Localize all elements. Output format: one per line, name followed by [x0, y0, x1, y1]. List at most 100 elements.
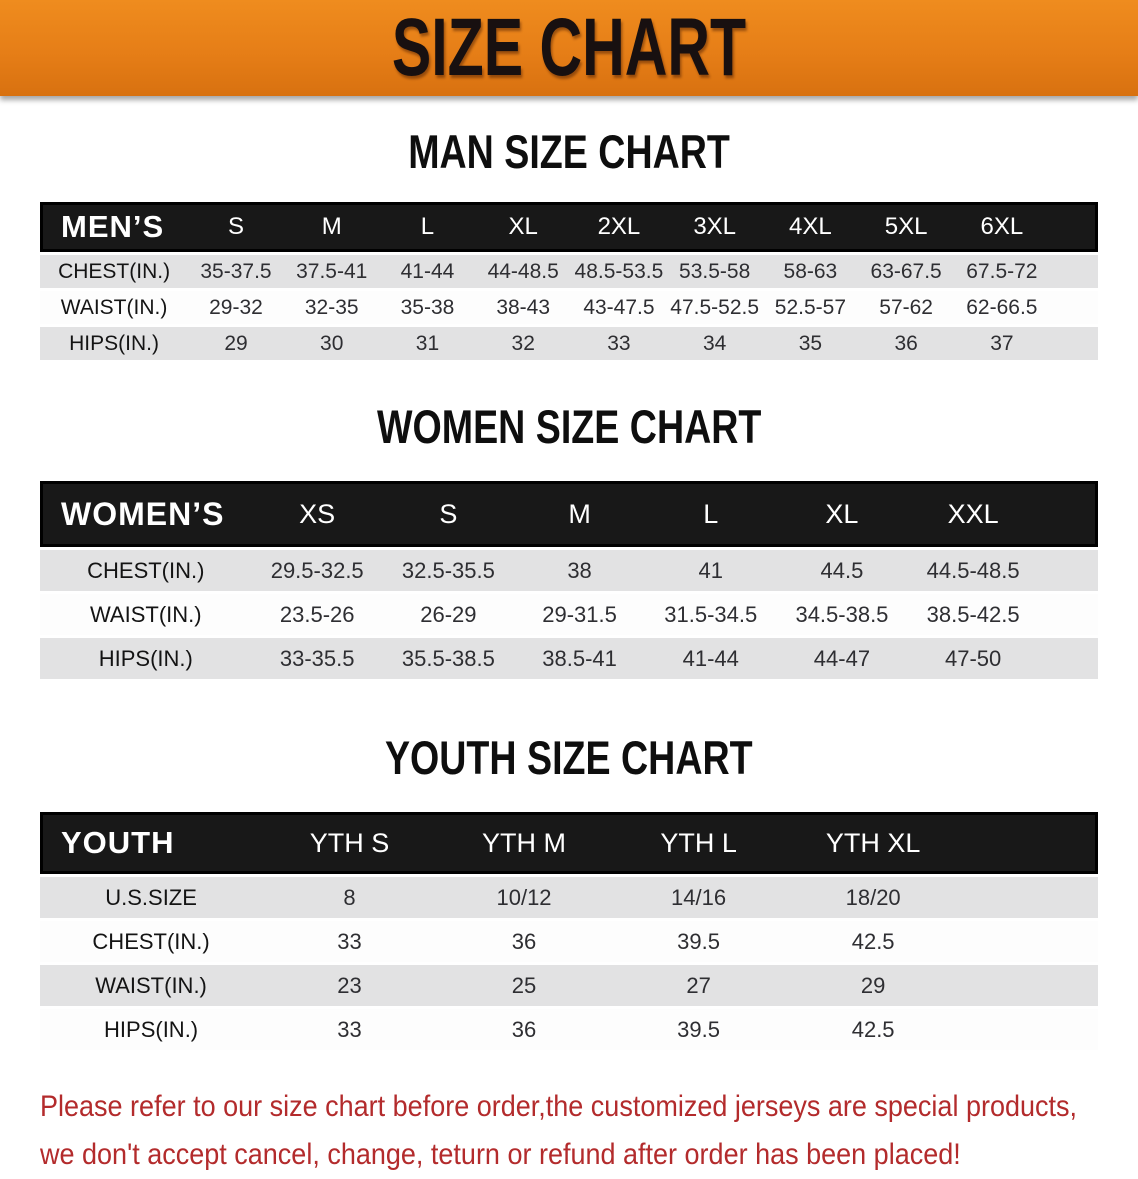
- table-cell: 52.5-57: [762, 291, 859, 324]
- section-women-s: WOMEN SIZE CHART WOMEN’S XS S M L XL XXL CHEST(I…: [0, 403, 1138, 682]
- table-cell: 38.5-42.5: [907, 594, 1039, 635]
- disclaimer-line-2: we don't accept cancel, change, teturn o…: [40, 1138, 961, 1171]
- section-youth: YOUTH SIZE CHART YOUTH YTH S YTH M YTH L YTH …: [0, 734, 1138, 1053]
- table-cell: 39.5: [611, 921, 786, 962]
- table-cell: 10/12: [436, 877, 612, 918]
- table-row-hips-in: HIPS(IN.) 29 30 31 32 33 34 35 36 37: [40, 327, 1098, 360]
- column-header-l: L: [645, 481, 777, 547]
- table-cell: 48.5-53.5: [571, 255, 667, 288]
- section-heading: WOMEN SIZE CHART: [0, 403, 1138, 450]
- page-title: SIZE CHART: [391, 2, 747, 93]
- table-cell: 63-67.5: [858, 255, 954, 288]
- section-heading-text: YOUTH SIZE CHART: [385, 731, 753, 784]
- column-header-xl: XL: [475, 202, 572, 252]
- row-label: CHEST(IN.): [40, 550, 252, 591]
- table-row-chest-in: CHEST(IN.) 35-37.5 37.5-41 41-44 44-48.5 48.5…: [40, 255, 1098, 288]
- table-row-chest-in: CHEST(IN.) 33 36 39.5 42.5: [40, 921, 1098, 962]
- table-cell: 34: [666, 327, 763, 360]
- table-row-waist-in: WAIST(IN.) 23 25 27 29: [40, 965, 1098, 1006]
- row-filler: [1049, 291, 1098, 324]
- table-cell: 36: [858, 327, 954, 360]
- disclaimer: Please refer to our size chart before or…: [40, 1083, 1138, 1179]
- table-cell: 33: [262, 1009, 437, 1050]
- table-cell: 58-63: [762, 255, 859, 288]
- table-cell: 23.5-26: [251, 594, 383, 635]
- table-cell: 41: [645, 550, 777, 591]
- table-cell: 39.5: [611, 1009, 786, 1050]
- table-corner-label: MEN’S: [40, 202, 189, 252]
- table-row-chest-in: CHEST(IN.) 29.5-32.5 32.5-35.5 38 41 44.5 44.5…: [40, 550, 1098, 591]
- table-cell: 29.5-32.5: [251, 550, 383, 591]
- table-cell: 32-35: [283, 291, 380, 324]
- column-header-2xl: 2XL: [571, 202, 667, 252]
- row-filler: [1038, 638, 1098, 679]
- table-cell: 38: [513, 550, 646, 591]
- row-label: CHEST(IN.): [40, 921, 263, 962]
- row-label: WAIST(IN.): [40, 291, 189, 324]
- header-filler: [960, 812, 1098, 874]
- column-header-l: L: [379, 202, 476, 252]
- table-corner-label: YOUTH: [40, 812, 263, 874]
- row-filler: [960, 877, 1098, 918]
- size-table-women-s: WOMEN’S XS S M L XL XXL CHEST(IN.) 29.5-32.5 32.5…: [40, 478, 1098, 682]
- table-row-waist-in: WAIST(IN.) 29-32 32-35 35-38 38-43 43-47.5 47.…: [40, 291, 1098, 324]
- table-cell: 43-47.5: [571, 291, 667, 324]
- table-cell: 18/20: [785, 877, 961, 918]
- column-header-yth-l: YTH L: [611, 812, 786, 874]
- table-header-row: WOMEN’S XS S M L XL XXL: [40, 481, 1098, 547]
- table-cell: 32: [475, 327, 572, 360]
- header-filler: [1049, 202, 1098, 252]
- section-heading: YOUTH SIZE CHART: [0, 734, 1138, 781]
- table-cell: 44.5: [776, 550, 908, 591]
- column-header-xl: XL: [776, 481, 908, 547]
- table-cell: 37: [954, 327, 1050, 360]
- table-cell: 32.5-35.5: [382, 550, 514, 591]
- table-cell: 29: [188, 327, 284, 360]
- table-cell: 41-44: [379, 255, 476, 288]
- column-header-s: S: [382, 481, 514, 547]
- row-label: WAIST(IN.): [40, 965, 263, 1006]
- table-cell: 38.5-41: [513, 638, 646, 679]
- table-cell: 8: [262, 877, 437, 918]
- table-row-waist-in: WAIST(IN.) 23.5-26 26-29 29-31.5 31.5-34.5 34…: [40, 594, 1098, 635]
- column-header-m: M: [513, 481, 646, 547]
- section-heading-text: WOMEN SIZE CHART: [376, 400, 762, 453]
- table-corner-label: WOMEN’S: [40, 481, 252, 547]
- table-cell: 25: [436, 965, 612, 1006]
- column-header-m: M: [283, 202, 380, 252]
- column-header-yth-m: YTH M: [436, 812, 612, 874]
- table-cell: 33: [262, 921, 437, 962]
- size-chart-sections: MAN SIZE CHART MEN’S S M L XL 2XL 3XL 4XL 5XL 6XL C…: [0, 128, 1138, 1053]
- row-label: CHEST(IN.): [40, 255, 189, 288]
- table-cell: 44-48.5: [475, 255, 572, 288]
- table-cell: 62-66.5: [954, 291, 1050, 324]
- row-label: U.S.SIZE: [40, 877, 263, 918]
- column-header-s: S: [188, 202, 284, 252]
- row-filler: [960, 921, 1098, 962]
- table-cell: 47.5-52.5: [666, 291, 763, 324]
- row-label: HIPS(IN.): [40, 1009, 263, 1050]
- table-cell: 33-35.5: [251, 638, 383, 679]
- table-cell: 35-38: [379, 291, 476, 324]
- table-cell: 42.5: [785, 921, 961, 962]
- column-header-xs: XS: [251, 481, 383, 547]
- banner: SIZE CHART: [0, 0, 1138, 96]
- table-row-hips-in: HIPS(IN.) 33 36 39.5 42.5: [40, 1009, 1098, 1050]
- table-cell: 38-43: [475, 291, 572, 324]
- table-cell: 23: [262, 965, 437, 1006]
- table-cell: 53.5-58: [666, 255, 763, 288]
- table-row-hips-in: HIPS(IN.) 33-35.5 35.5-38.5 38.5-41 41-44 44-…: [40, 638, 1098, 679]
- table-cell: 27: [611, 965, 786, 1006]
- header-filler: [1038, 481, 1098, 547]
- column-header-3xl: 3XL: [666, 202, 763, 252]
- row-filler: [1049, 327, 1098, 360]
- table-cell: 35-37.5: [188, 255, 284, 288]
- table-cell: 36: [436, 1009, 612, 1050]
- table-cell: 31.5-34.5: [645, 594, 777, 635]
- row-label: HIPS(IN.): [40, 327, 189, 360]
- size-table-men-s: MEN’S S M L XL 2XL 3XL 4XL 5XL 6XL CHEST(IN.) 35-37…: [40, 199, 1098, 363]
- table-cell: 14/16: [611, 877, 786, 918]
- table-header-row: MEN’S S M L XL 2XL 3XL 4XL 5XL 6XL: [40, 202, 1098, 252]
- column-header-xxl: XXL: [907, 481, 1039, 547]
